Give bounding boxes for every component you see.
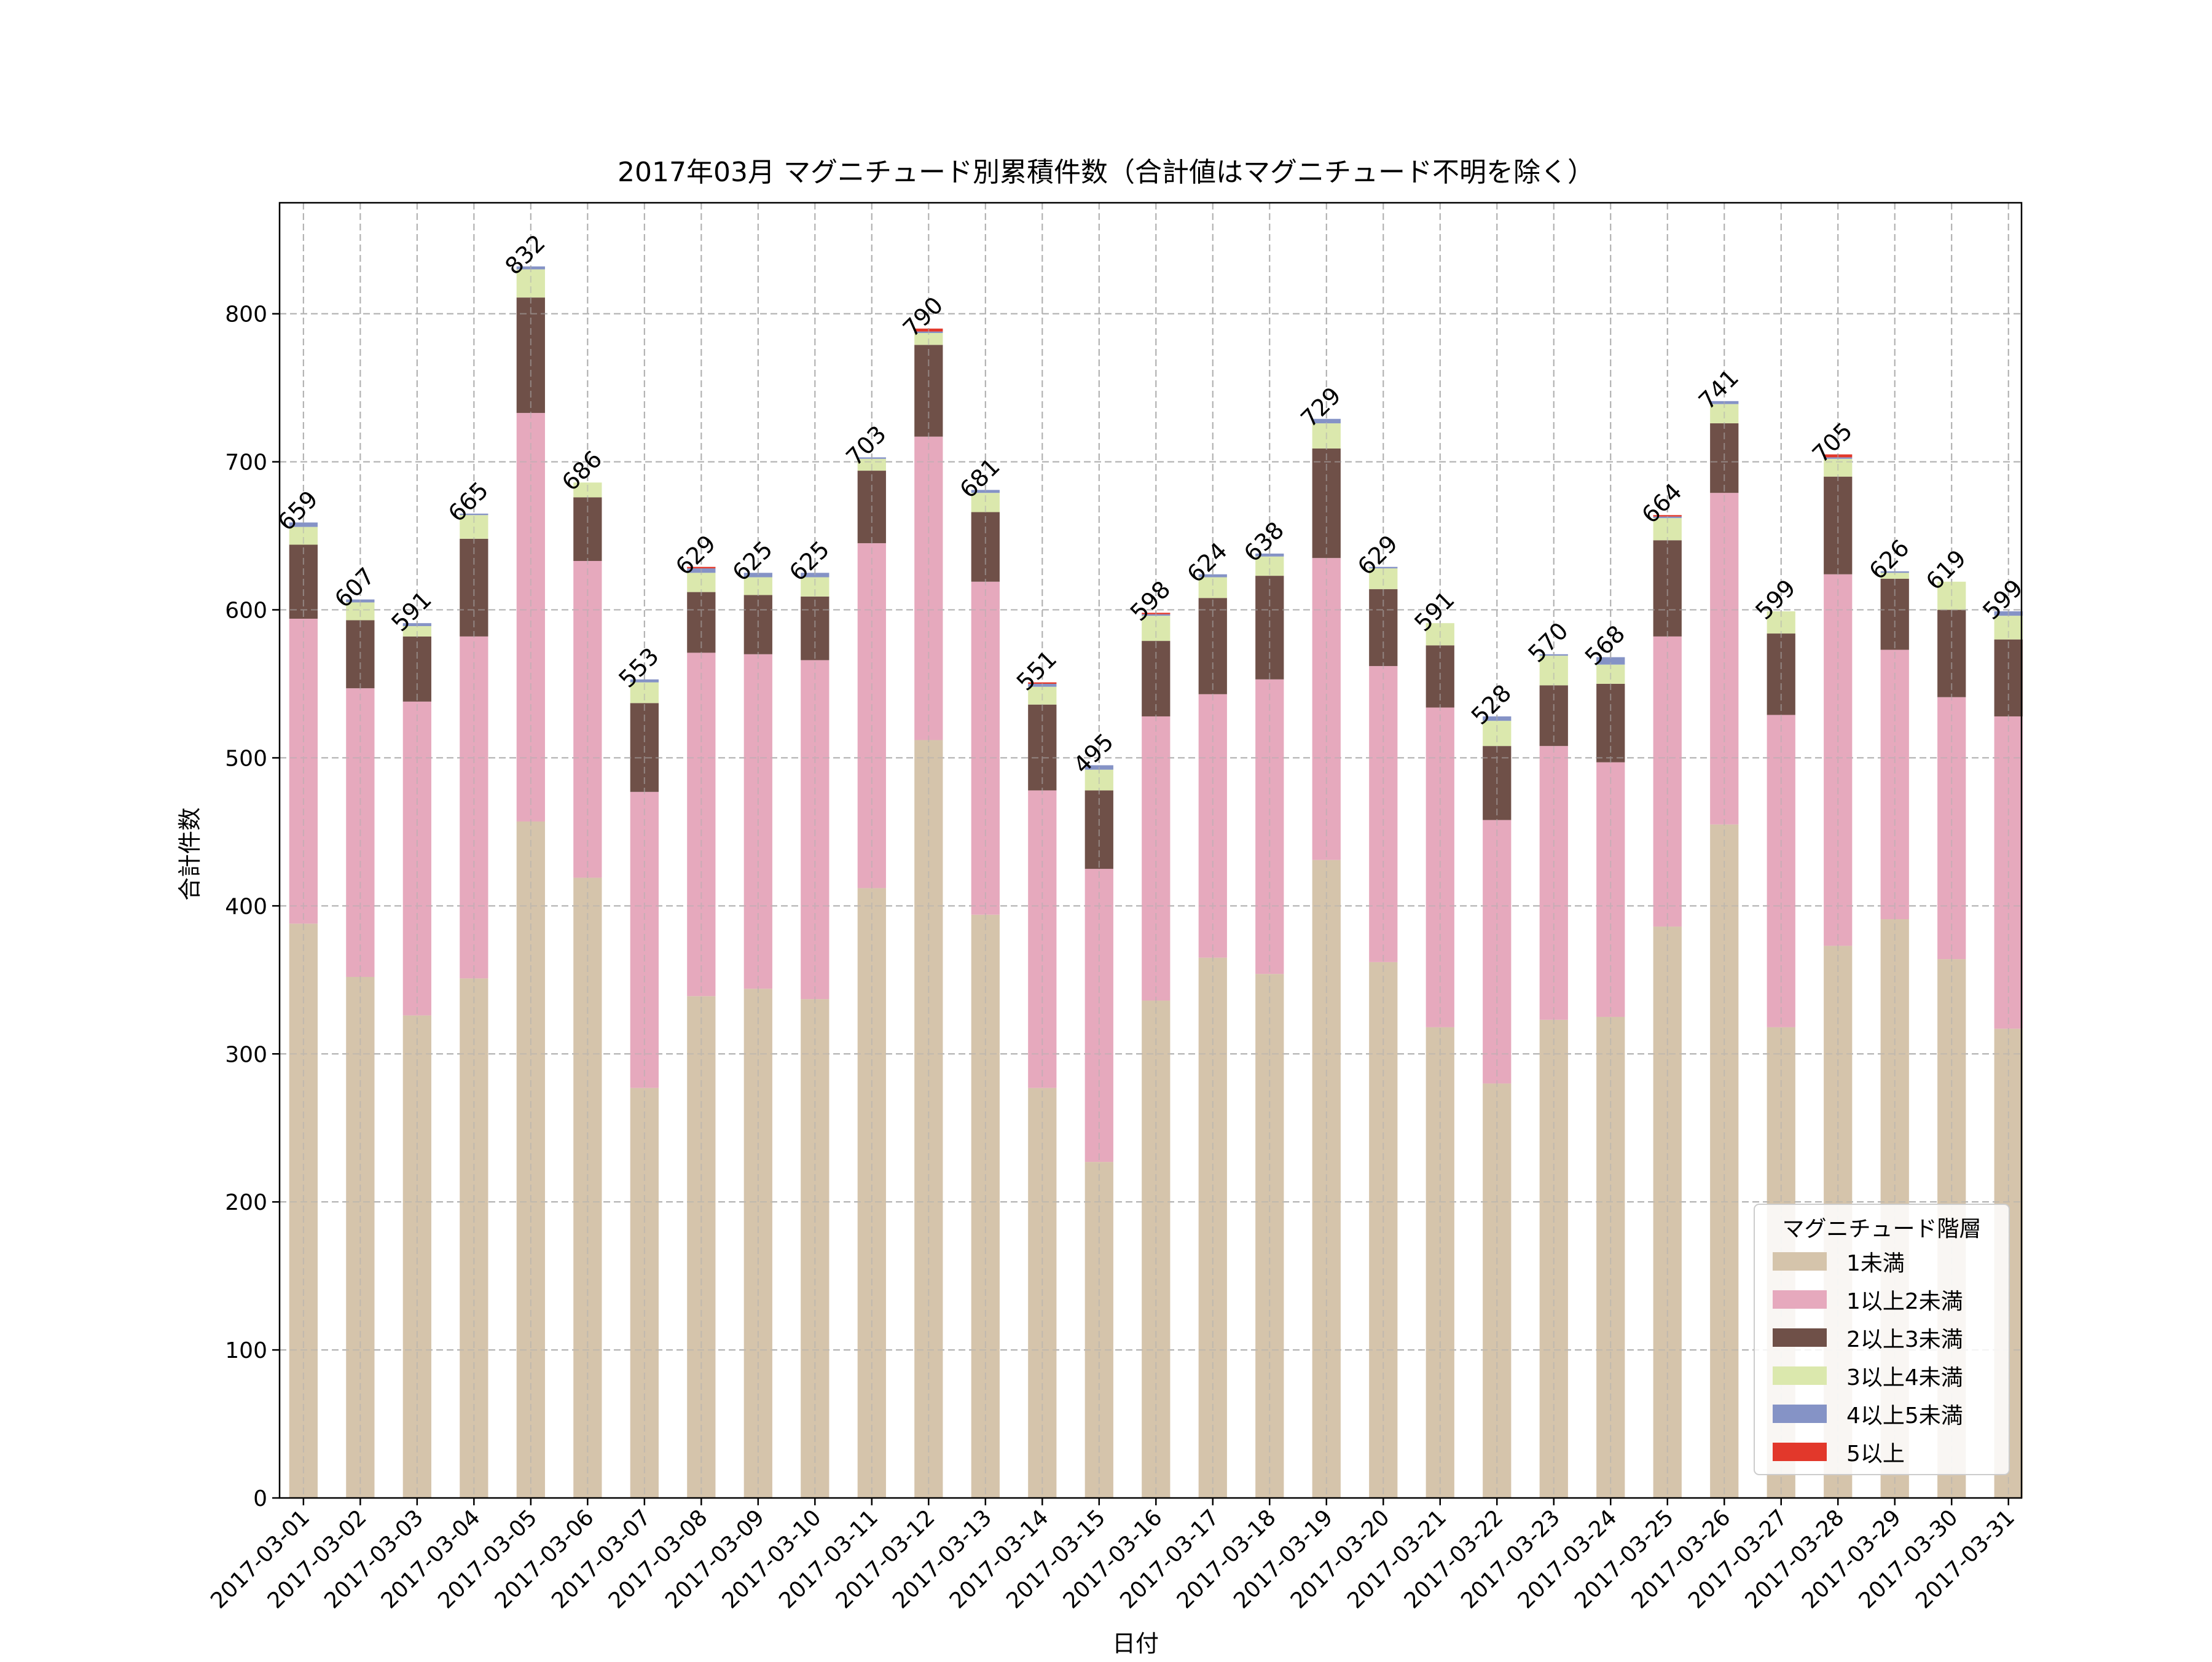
x-tick-label-2017-03-26: 2017-03-26 (1627, 1505, 1736, 1613)
x-tick-label-2017-03-19: 2017-03-19 (1229, 1505, 1338, 1613)
legend-label-5: 5以上 (1846, 1441, 1905, 1467)
bar-segment-2017-03-04-s2 (460, 538, 488, 637)
x-tick-label-2017-03-05: 2017-03-05 (433, 1505, 542, 1613)
x-tick-label-2017-03-25: 2017-03-25 (1570, 1505, 1679, 1613)
x-tick-label-2017-03-27: 2017-03-27 (1684, 1505, 1792, 1613)
bar-segment-2017-03-07-s4 (630, 679, 659, 683)
legend-label-4: 4以上5未満 (1846, 1403, 1963, 1429)
x-tick-label-2017-03-18: 2017-03-18 (1172, 1505, 1281, 1613)
x-tick-label-2017-03-22: 2017-03-22 (1400, 1505, 1508, 1613)
x-tick-label-2017-03-16: 2017-03-16 (1059, 1505, 1167, 1613)
x-tick-label-2017-03-17: 2017-03-17 (1115, 1505, 1224, 1613)
x-tick-label-2017-03-30: 2017-03-30 (1854, 1505, 1963, 1613)
x-tick-label-2017-03-14: 2017-03-14 (945, 1505, 1054, 1613)
x-tick-label-2017-03-08: 2017-03-08 (604, 1505, 713, 1613)
y-tick-label: 500 (225, 746, 267, 771)
x-tick-label-2017-03-20: 2017-03-20 (1286, 1505, 1395, 1613)
y-axis-label: 合計件数 (176, 807, 203, 901)
x-tick-label-2017-03-09: 2017-03-09 (661, 1505, 769, 1613)
bar-segment-2017-03-17-s4 (1198, 574, 1227, 578)
legend-swatch-2 (1773, 1328, 1827, 1347)
bar-segment-2017-03-20-s4 (1369, 566, 1398, 569)
legend-title: マグニチュード階層 (1782, 1217, 1981, 1242)
legend-swatch-4 (1773, 1405, 1827, 1423)
chart-title: 2017年03月 マグニチュード別累積件数（合計値はマグニチュード不明を除く） (618, 157, 1594, 188)
y-tick-label: 700 (225, 450, 267, 476)
bar-segment-2017-03-19-s4 (1312, 418, 1341, 423)
legend-label-2: 2以上3未満 (1846, 1327, 1963, 1352)
bars-layer (280, 203, 2023, 1499)
x-tick-label-2017-03-11: 2017-03-11 (774, 1505, 883, 1613)
x-tick-label-2017-03-10: 2017-03-10 (718, 1505, 826, 1613)
y-tick-label: 800 (225, 302, 267, 327)
bar-segment-2017-03-08-s5 (687, 566, 716, 569)
x-tick-label-2017-03-21: 2017-03-21 (1343, 1505, 1451, 1613)
x-axis-label: 日付 (1112, 1630, 1159, 1657)
legend-label-3: 3以上4未満 (1846, 1365, 1963, 1390)
plot-frame (278, 202, 2023, 1499)
y-tick-label: 0 (253, 1486, 267, 1511)
legend-label-0: 1未満 (1846, 1251, 1905, 1276)
bar-segment-2017-03-18-s4 (1255, 553, 1284, 557)
y-tick-label: 600 (225, 598, 267, 624)
x-tick-label-2017-03-13: 2017-03-13 (888, 1505, 997, 1613)
bar-segment-2017-03-23-s3 (1539, 656, 1568, 686)
bar-segment-2017-03-16-s1 (1142, 716, 1171, 1001)
x-tick-label-2017-03-02: 2017-03-02 (263, 1505, 372, 1613)
legend-label-1: 1以上2未満 (1846, 1289, 1963, 1314)
bar-segment-2017-03-25-s2 (1653, 540, 1682, 637)
y-tick-label: 400 (225, 894, 267, 919)
x-tick-label-2017-03-28: 2017-03-28 (1741, 1505, 1849, 1613)
bar-segment-2017-03-08-s0 (687, 996, 716, 1498)
x-tick-label-2017-03-24: 2017-03-24 (1513, 1505, 1622, 1613)
bar-segment-2017-03-01-s4 (289, 522, 318, 527)
bar-segment-2017-03-04-s1 (460, 636, 488, 979)
y-tick-label: 200 (225, 1190, 267, 1215)
x-tick-label-2017-03-15: 2017-03-15 (1002, 1505, 1110, 1613)
x-tick-label-2017-03-29: 2017-03-29 (1797, 1505, 1906, 1613)
x-tick-label-2017-03-03: 2017-03-03 (320, 1505, 428, 1613)
x-tick-label-2017-03-12: 2017-03-12 (831, 1505, 940, 1613)
x-tick-label-2017-03-31: 2017-03-31 (1911, 1505, 2020, 1613)
bar-segment-2017-03-24-s4 (1596, 657, 1625, 665)
legend-swatch-1 (1773, 1290, 1827, 1309)
legend-swatch-0 (1773, 1252, 1827, 1271)
x-tick-label-2017-03-04: 2017-03-04 (377, 1505, 485, 1613)
bar-segment-2017-03-29-s3 (1880, 573, 1909, 579)
x-tick-label-2017-03-07: 2017-03-07 (547, 1505, 656, 1613)
x-tick-label-2017-03-23: 2017-03-23 (1456, 1505, 1565, 1613)
bar-segment-2017-03-29-s1 (1880, 649, 1909, 920)
legend: マグニチュード階層 1未満 1以上2未満 2以上3未満 3以上4未満 4以上5未満 5以上 (1754, 1204, 2010, 1475)
bar-segment-2017-03-10-s2 (801, 596, 830, 660)
x-tick-label-2017-03-01: 2017-03-01 (206, 1505, 315, 1613)
bar-segment-2017-03-14-s5 (1028, 682, 1057, 684)
x-tick-label-2017-03-06: 2017-03-06 (490, 1505, 599, 1613)
grid-overlay (280, 203, 2022, 1499)
legend-swatch-5 (1773, 1443, 1827, 1461)
bar-segment-2017-03-03-s1 (402, 701, 431, 1016)
y-tick-label: 100 (225, 1338, 267, 1363)
y-tick-label: 300 (225, 1042, 267, 1067)
bar-segment-2017-03-25-s5 (1653, 515, 1682, 517)
bar-segment-2017-03-04-s4 (460, 513, 488, 515)
legend-swatch-3 (1773, 1366, 1827, 1385)
